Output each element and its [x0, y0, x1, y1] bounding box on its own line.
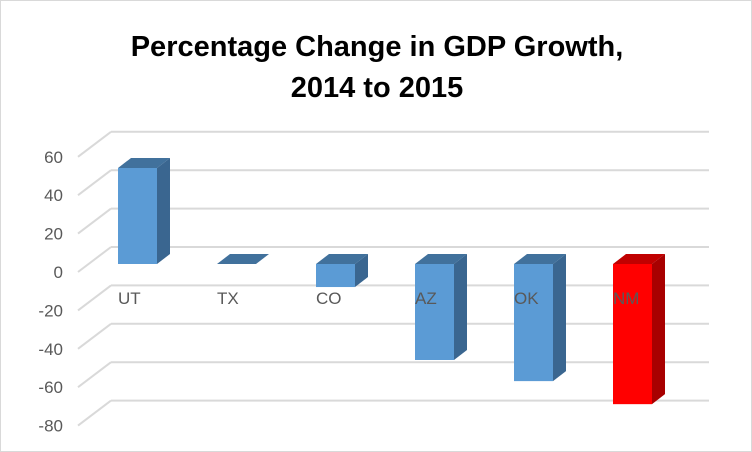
category-label: TX [217, 289, 239, 308]
bar-top [514, 254, 566, 264]
category-label: UT [118, 289, 141, 308]
bar-top [613, 254, 665, 264]
gridline-floor [77, 246, 112, 273]
gridline-floor [77, 284, 112, 312]
bar-ut [118, 158, 170, 264]
bar-top [118, 158, 170, 168]
chart-title: Percentage Change in GDP Growth, [131, 31, 624, 63]
gridline-floor [77, 323, 112, 350]
bar-tx [217, 254, 269, 264]
bar-side [553, 254, 566, 382]
bar-front [613, 264, 652, 405]
bar-top [217, 254, 269, 264]
bar-nm [613, 254, 665, 405]
bar-ok [514, 254, 566, 382]
category-label: CO [316, 289, 342, 308]
bar-side [157, 158, 170, 264]
gridline-floor [77, 169, 112, 196]
bar-co [316, 254, 368, 288]
bar-az [415, 254, 467, 360]
y-tick-label: -60 [38, 378, 63, 397]
bar-side [652, 254, 665, 405]
bar-front [316, 264, 355, 288]
chart-subtitle: 2014 to 2015 [291, 72, 464, 104]
bar-top [415, 254, 467, 264]
gridline-floor [77, 399, 112, 427]
bar-front [514, 264, 553, 382]
y-tick-label: 40 [44, 186, 63, 205]
bar-front [118, 168, 157, 264]
gridline-floor [77, 361, 112, 388]
gridline-floor [77, 207, 112, 235]
category-label: AZ [415, 289, 437, 308]
category-label: OK [514, 289, 539, 308]
y-tick-label: -20 [38, 301, 63, 320]
y-tick-label: -80 [38, 417, 63, 436]
y-tick-label: 0 [54, 263, 63, 282]
bar-top [316, 254, 368, 264]
y-tick-label: -40 [38, 340, 63, 359]
gridline-floor [77, 131, 112, 158]
category-label: NM [613, 289, 639, 308]
bar-side [454, 254, 467, 360]
y-tick-label: 60 [44, 148, 63, 167]
y-tick-label: 20 [44, 225, 63, 244]
bar-front [415, 264, 454, 360]
bar-side [355, 254, 368, 288]
